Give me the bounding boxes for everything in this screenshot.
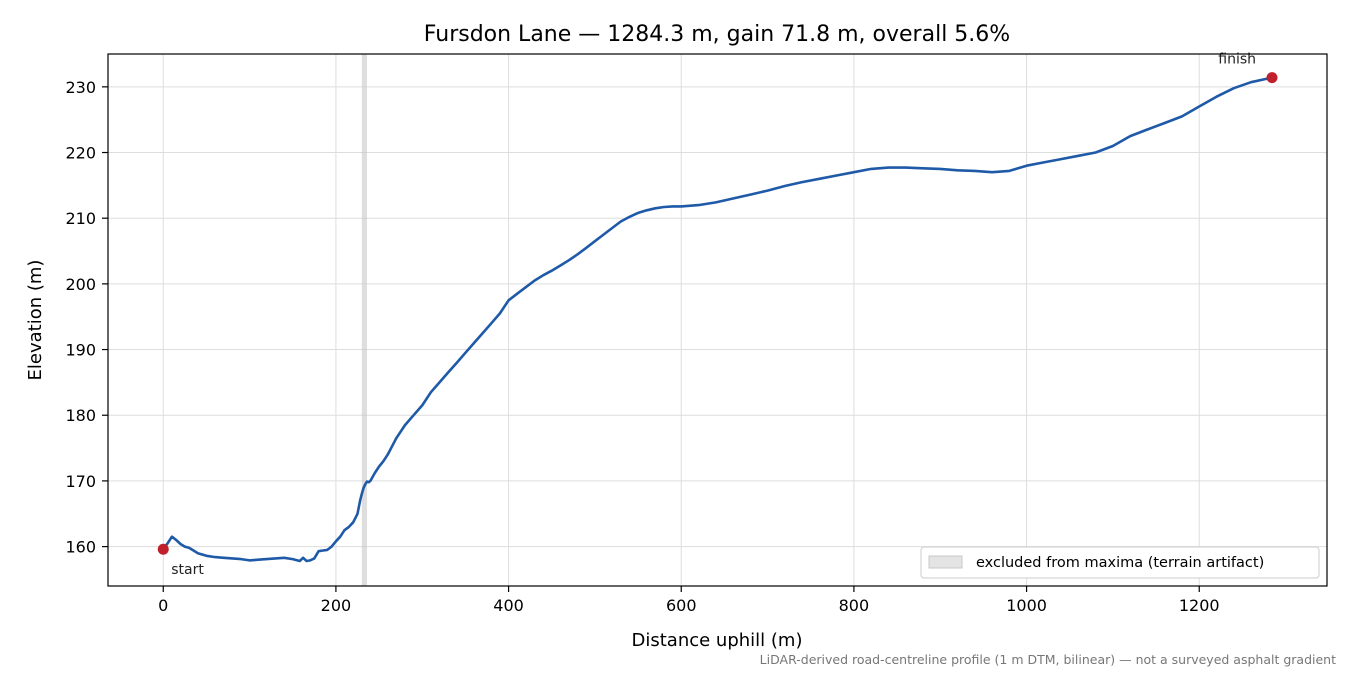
- x-tick-label: 400: [493, 596, 524, 615]
- y-tick-label: 170: [65, 472, 96, 491]
- x-tick-label: 200: [321, 596, 352, 615]
- y-tick-label: 160: [65, 538, 96, 557]
- y-axis-ticks: 160 170 180 190 200 210 220 230: [65, 78, 108, 557]
- excluded-region: [361, 54, 367, 586]
- excluded-band: [361, 54, 367, 586]
- y-tick-label: 210: [65, 209, 96, 228]
- x-tick-label: 1200: [1179, 596, 1220, 615]
- marker-layer: start finish: [157, 52, 1278, 578]
- y-axis-label: Elevation (m): [25, 260, 46, 381]
- x-tick-label: 0: [158, 596, 168, 615]
- legend-box: [920, 546, 1320, 579]
- chart-title: Fursdon Lane — 1284.3 m, gain 71.8 m, ov…: [424, 22, 1010, 47]
- legend-swatch: [928, 555, 963, 569]
- footnote: LiDAR-derived road-centreline profile (1…: [760, 652, 1336, 667]
- start-marker: [157, 543, 169, 555]
- finish-marker: [1266, 72, 1278, 84]
- start-label: start: [171, 562, 204, 578]
- x-axis-ticks: 0 200 400 600 800 1000 1200: [158, 586, 1220, 615]
- finish-label: finish: [1218, 52, 1256, 68]
- y-tick-label: 180: [65, 406, 96, 425]
- y-tick-label: 220: [65, 144, 96, 163]
- x-tick-label: 800: [839, 596, 870, 615]
- legend-label: excluded from maxima (terrain artifact): [976, 555, 1264, 571]
- elevation-line: [162, 76, 1274, 563]
- y-tick-label: 190: [65, 341, 96, 360]
- y-tick-label: 200: [65, 275, 96, 294]
- grid-lines: [108, 54, 1327, 586]
- y-tick-label: 230: [65, 78, 96, 97]
- legend: excluded from maxima (terrain artifact): [920, 546, 1320, 579]
- plot-frame: [107, 53, 1328, 587]
- series-layer: [162, 76, 1274, 563]
- x-axis-label: Distance uphill (m): [632, 630, 803, 651]
- x-tick-label: 1000: [1006, 596, 1047, 615]
- x-tick-label: 600: [666, 596, 697, 615]
